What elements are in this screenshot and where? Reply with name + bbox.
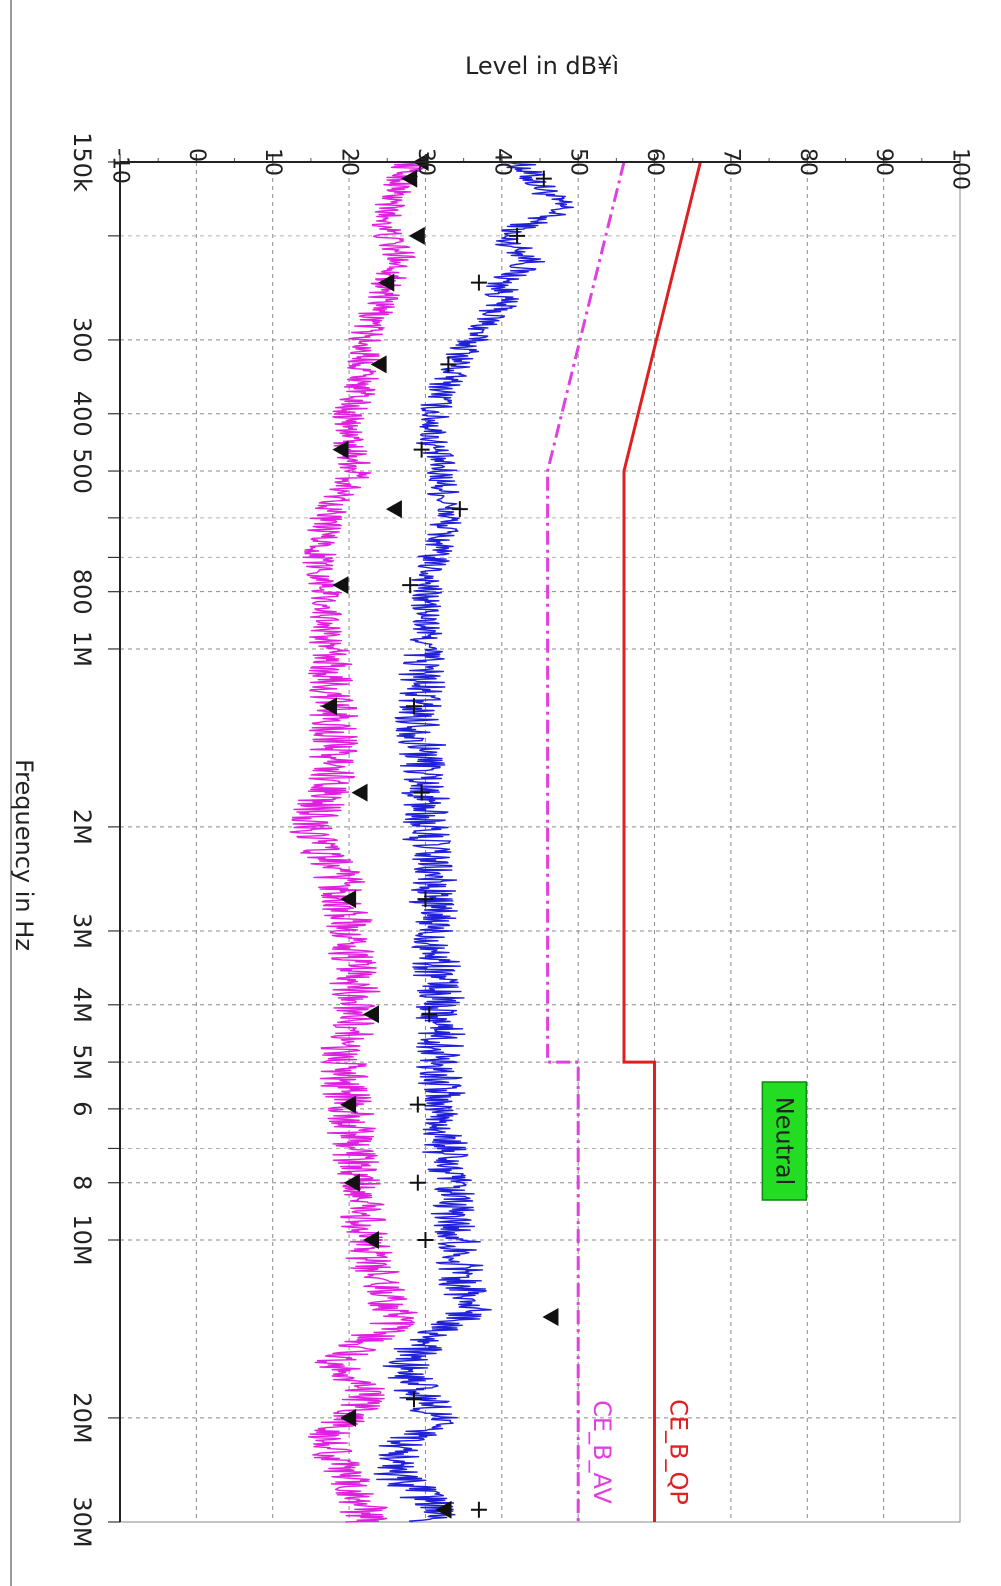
qp-marker (535, 170, 552, 187)
tick-label-level: 0 (184, 148, 209, 162)
tick-label-level: 40 (489, 148, 514, 176)
qp-marker (417, 1232, 434, 1249)
plot-area (119, 161, 961, 1523)
qp-marker (470, 1501, 487, 1518)
av-marker (542, 1308, 559, 1327)
tick-label-frequency: 10M (68, 1214, 96, 1265)
qp-marker (413, 784, 430, 801)
annotation-box: Neutral (761, 1081, 808, 1201)
limit-line (546, 161, 626, 1522)
limit-line-label: CE_B_QP (665, 1399, 693, 1505)
qp-marker (470, 274, 487, 291)
spectrum-trace (289, 161, 425, 1523)
annotation-label: Neutral (770, 1097, 798, 1186)
tick-label-frequency: 500 (68, 448, 96, 494)
series-layer (289, 161, 574, 1523)
qp-marker (406, 698, 422, 715)
av-marker (321, 697, 337, 716)
tick-label-frequency: 4M (68, 987, 96, 1023)
av-marker (340, 1408, 357, 1427)
tick-label-level: 90 (871, 148, 896, 176)
av-marker (363, 1005, 379, 1024)
annotation-background (761, 1081, 808, 1201)
tick-label-frequency: 2M (68, 809, 96, 845)
qp-marker (451, 501, 468, 518)
av-marker (351, 783, 368, 802)
qp-marker (417, 891, 434, 908)
tick-label-level: 70 (718, 148, 743, 176)
av-marker (378, 273, 395, 292)
qp-marker (402, 577, 419, 594)
frequency-axis-title: Frequency in Hz (10, 759, 38, 951)
tick-label-level: 100 (948, 148, 973, 190)
level-axis-title: Level in dB¥ì (465, 52, 619, 80)
labels-layer: -10 0 10 20 30 40 50 60 70 80 90 100 150k 300 400 500 80… (10, 52, 973, 1548)
grid-layer (119, 161, 961, 1523)
qp-marker (440, 356, 457, 373)
limit-line-label: CE_B_AV (588, 1400, 616, 1504)
av-marker (340, 890, 357, 909)
tick-label-level: 20 (337, 148, 362, 176)
av-marker (332, 440, 349, 459)
av-marker (401, 169, 418, 188)
tick-label-level: 30 (413, 148, 438, 176)
qp-marker (421, 1006, 438, 1023)
tick-label-level: 50 (566, 148, 591, 176)
av-marker (370, 355, 387, 374)
av-marker (343, 1173, 360, 1192)
qp-marker (509, 227, 526, 244)
tick-label-frequency: 5M (68, 1044, 96, 1080)
tick-label-frequency: 30M (68, 1496, 96, 1547)
left-frame-line (10, 0, 12, 1586)
tick-label-frequency: 8 (68, 1175, 96, 1190)
qp-marker (409, 1096, 426, 1113)
tick-label-frequency: 3M (68, 913, 96, 949)
tick-label-frequency: 300 (68, 317, 96, 363)
tick-label-frequency: 6 (68, 1101, 96, 1116)
av-marker (363, 1231, 379, 1250)
av-marker (385, 500, 402, 519)
tick-label-level: 80 (795, 148, 820, 176)
limit-lines-layer (546, 161, 702, 1522)
tick-label-frequency: 1M (68, 631, 96, 667)
tick-label-level: 10 (260, 148, 285, 176)
spectrum-trace (373, 161, 574, 1523)
tick-label-frequency: 150k (68, 132, 96, 192)
tick-label-frequency: 800 (68, 569, 96, 615)
av-marker (435, 1500, 452, 1519)
tick-label-level: 60 (642, 148, 667, 176)
axes-layer (108, 154, 961, 1523)
qp-marker (406, 1391, 422, 1408)
tick-label-frequency: 400 (68, 391, 96, 437)
tick-label-level: -10 (108, 148, 133, 184)
limit-line (622, 161, 702, 1522)
qp-marker (413, 441, 430, 458)
av-marker (332, 576, 349, 595)
tick-label-frequency: 20M (68, 1392, 96, 1443)
markers-layer (321, 153, 559, 1519)
av-marker (340, 1095, 357, 1114)
qp-marker (409, 1174, 426, 1191)
av-marker (408, 226, 425, 245)
